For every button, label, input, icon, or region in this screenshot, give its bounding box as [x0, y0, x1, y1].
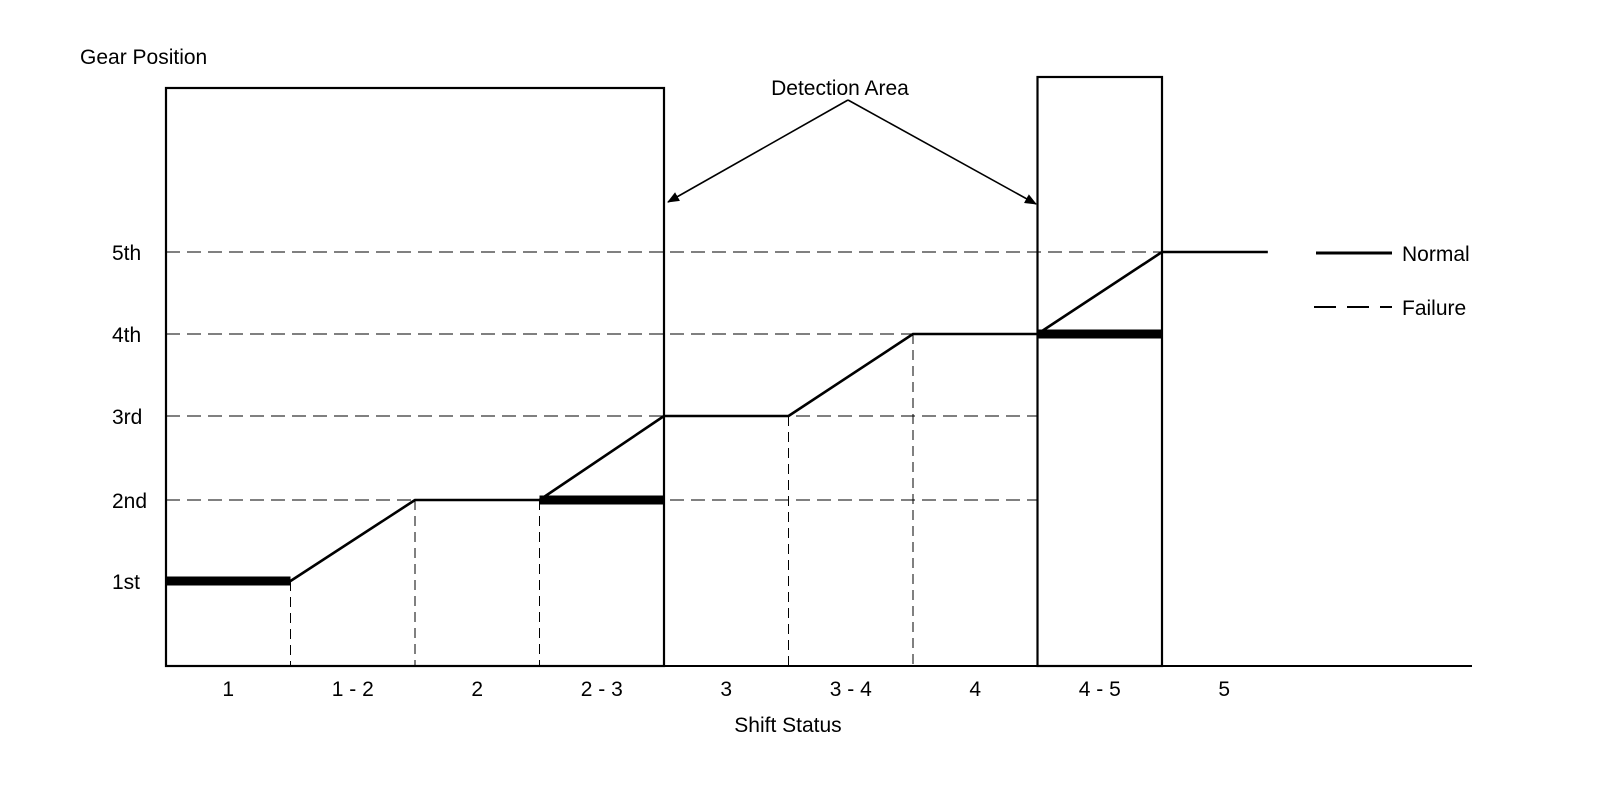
- legend-normal-label: Normal: [1402, 243, 1470, 266]
- normal-series-line: [166, 250, 1268, 583]
- x-tick-label: 2 - 3: [581, 678, 623, 701]
- legend-failure-label: Failure: [1402, 297, 1466, 320]
- y-tick-label: 2nd: [112, 490, 147, 513]
- x-tick-label: 2: [471, 678, 483, 701]
- x-tick-label: 1: [222, 678, 234, 701]
- x-tick-label: 1 - 2: [332, 678, 374, 701]
- y-tick-label: 5th: [112, 242, 141, 265]
- arrow-right: [847, 99, 1037, 205]
- x-tick-label: 5: [1218, 678, 1230, 701]
- x-axis-title: Shift Status: [734, 714, 841, 737]
- grid-lines: [166, 251, 1162, 666]
- x-tick-label: 4 - 5: [1079, 678, 1121, 701]
- y-axis-title: Gear Position: [80, 46, 207, 69]
- x-tick-label: 3: [720, 678, 732, 701]
- x-tick-label: 3 - 4: [830, 678, 872, 701]
- x-tick-label: 4: [969, 678, 981, 701]
- tick-labels: 1st 2nd 3rd 4th 5th 1 1 - 2 2 2 - 3 3 3 - 4 4 4 - 5 5: [112, 242, 1230, 701]
- detection-areas: [164, 75, 1164, 668]
- detection-arrows: [667, 99, 1037, 205]
- legend: Normal Failure: [1314, 243, 1470, 320]
- detection-area-box: [1036, 75, 1164, 668]
- y-tick-label: 4th: [112, 324, 141, 347]
- y-tick-label: 3rd: [112, 406, 142, 429]
- axes: [165, 88, 1472, 667]
- y-tick-label: 1st: [112, 571, 140, 594]
- detection-area-label: Detection Area: [771, 77, 909, 100]
- arrow-left: [667, 99, 849, 203]
- series: [166, 250, 1268, 586]
